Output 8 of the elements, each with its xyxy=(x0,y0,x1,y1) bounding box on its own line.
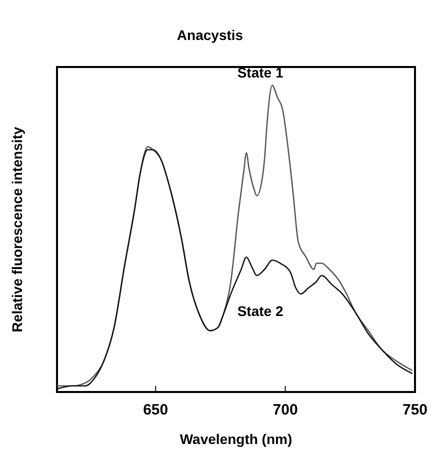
x-tick-label: 650 xyxy=(143,402,168,419)
chart-title: Anacystis xyxy=(176,27,244,43)
x-tick-label: 700 xyxy=(272,402,298,419)
y-axis-title: Relative fluorescence intensity xyxy=(9,126,25,332)
x-tick-label: 750 xyxy=(402,402,428,419)
x-axis-title: Wavelength (nm) xyxy=(180,431,292,447)
series-label: State 2 xyxy=(237,303,284,320)
series-label: State 1 xyxy=(237,64,284,80)
